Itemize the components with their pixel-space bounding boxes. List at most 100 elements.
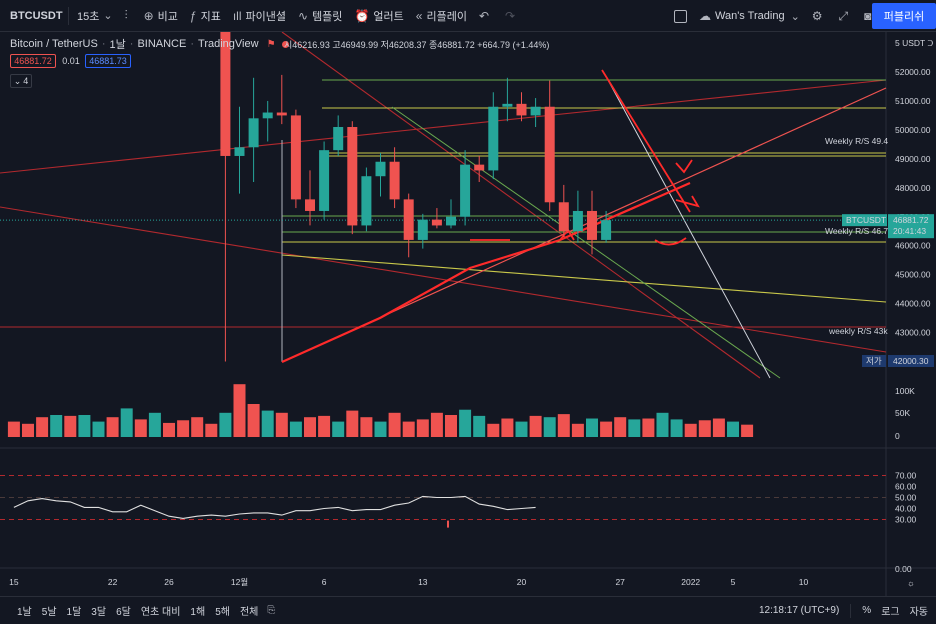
candle-body[interactable]	[446, 216, 456, 226]
volume-bar[interactable]	[120, 408, 133, 437]
volume-bar[interactable]	[92, 421, 105, 437]
range-button[interactable]: 1달	[66, 607, 82, 618]
volume-bar[interactable]	[600, 421, 613, 437]
ask-price[interactable]: 46881.73	[85, 54, 131, 68]
range-button[interactable]: 1날	[17, 607, 32, 618]
volume-bar[interactable]	[459, 409, 472, 437]
volume-bar[interactable]	[416, 419, 429, 437]
volume-bar[interactable]	[473, 415, 486, 437]
volume-bar[interactable]	[501, 418, 514, 437]
volume-bar[interactable]	[346, 410, 359, 437]
candle-body[interactable]	[290, 115, 301, 200]
candle-body[interactable]	[262, 112, 273, 119]
volume-bar[interactable]	[318, 415, 331, 437]
alert-button[interactable]: ⏰ 얼러트	[348, 0, 409, 32]
volume-bar[interactable]	[78, 415, 91, 437]
volume-bar[interactable]	[628, 419, 641, 437]
volume-bar[interactable]	[642, 418, 655, 437]
range-button[interactable]: 5해	[215, 607, 230, 618]
financials-button[interactable]: ıll 파이낸셜	[227, 0, 292, 32]
volume-bar[interactable]	[177, 420, 190, 437]
hand-drawn-marks[interactable]	[470, 69, 700, 246]
candle-body[interactable]	[389, 161, 400, 200]
replay-button[interactable]: «리플레이	[410, 0, 473, 32]
clock-time[interactable]: 12:18:17 (UTC+9)	[758, 605, 840, 616]
candle-body[interactable]	[587, 210, 597, 240]
volume-bar[interactable]	[163, 422, 175, 437]
volume-bar[interactable]	[7, 421, 20, 437]
snapshot-button[interactable]: ◙	[858, 0, 881, 32]
volume-bar[interactable]	[727, 421, 739, 437]
volume-bar[interactable]	[64, 415, 77, 437]
volume-bar[interactable]	[656, 412, 669, 437]
compare-button[interactable]: ⊕ 비교	[138, 0, 184, 32]
volume-bar[interactable]	[360, 417, 373, 437]
volume-bar[interactable]	[205, 423, 218, 437]
candle-body[interactable]	[460, 164, 471, 217]
volume-bar[interactable]	[712, 418, 725, 437]
range-button[interactable]: 전체	[239, 607, 259, 618]
volume-bar[interactable]	[247, 404, 260, 437]
candle-body[interactable]	[220, 32, 231, 156]
candle-body[interactable]	[276, 112, 287, 116]
candle-body[interactable]	[544, 106, 555, 203]
volume-bar[interactable]	[529, 415, 542, 437]
volume-bar[interactable]	[741, 424, 754, 437]
candle-body[interactable]	[488, 106, 499, 171]
volume-bar[interactable]	[571, 423, 584, 437]
candle-body[interactable]	[572, 210, 583, 232]
candle-body[interactable]	[474, 164, 485, 171]
trend-line[interactable]	[391, 106, 781, 379]
undo-button[interactable]: ↶	[473, 0, 499, 32]
candle-body[interactable]	[305, 199, 315, 211]
trend-line[interactable]	[607, 79, 771, 379]
candle-body[interactable]	[248, 118, 259, 148]
range-button[interactable]: 1해	[190, 607, 206, 618]
range-button[interactable]: 3달	[91, 607, 107, 618]
interval-selector[interactable]: 15초 ⌄	[71, 0, 119, 32]
indicators-button[interactable]: ƒ 지표	[184, 0, 227, 32]
candle-body[interactable]	[403, 199, 414, 240]
flag-icon[interactable]: ⚑	[266, 38, 276, 50]
candle-body[interactable]	[333, 127, 344, 151]
volume-bar[interactable]	[332, 421, 345, 437]
volume-bar[interactable]	[430, 412, 443, 437]
volume-bar[interactable]	[684, 423, 697, 437]
volume-bar[interactable]	[374, 421, 387, 437]
percent-toggle[interactable]: %	[862, 605, 872, 616]
candle-body[interactable]	[502, 103, 513, 107]
indicators-collapse-button[interactable]: ⌄ 4	[10, 74, 32, 88]
candle-body[interactable]	[347, 127, 358, 226]
rsi-line[interactable]	[13, 495, 536, 519]
redo-button[interactable]: ↷	[499, 0, 525, 32]
volume-bar[interactable]	[698, 420, 711, 437]
volume-bar[interactable]	[388, 412, 401, 437]
candle-body[interactable]	[516, 103, 527, 116]
candle-body[interactable]	[530, 106, 541, 116]
candle-style-button[interactable]: ⫶	[119, 0, 138, 32]
range-button[interactable]: 5날	[41, 607, 57, 618]
candle-body[interactable]	[234, 147, 245, 156]
candle-body[interactable]	[375, 161, 386, 177]
volume-bar[interactable]	[275, 412, 288, 437]
volume-bar[interactable]	[106, 417, 119, 437]
trend-line[interactable]	[281, 32, 761, 379]
volume-bar[interactable]	[557, 414, 570, 437]
volume-bar[interactable]	[148, 412, 161, 437]
calendar-icon[interactable]: ⎘	[267, 605, 276, 616]
volume-bar[interactable]	[586, 418, 598, 437]
volume-bar[interactable]	[219, 412, 232, 437]
candle-body[interactable]	[417, 219, 428, 240]
volume-bar[interactable]	[191, 417, 204, 437]
settings-button[interactable]: ⚙	[806, 0, 833, 32]
hand-drawn-trendline[interactable]	[281, 181, 691, 364]
candle-body[interactable]	[431, 219, 442, 226]
publish-button[interactable]: 퍼블리쉬	[872, 3, 936, 29]
volume-bar[interactable]	[515, 421, 528, 437]
volume-bar[interactable]	[445, 415, 457, 437]
volume-bar[interactable]	[289, 421, 302, 437]
volume-bar[interactable]	[670, 419, 683, 437]
volume-bar[interactable]	[304, 417, 316, 437]
expand-button[interactable]: ⤢	[833, 0, 859, 32]
log-toggle[interactable]: 로그	[881, 607, 900, 618]
